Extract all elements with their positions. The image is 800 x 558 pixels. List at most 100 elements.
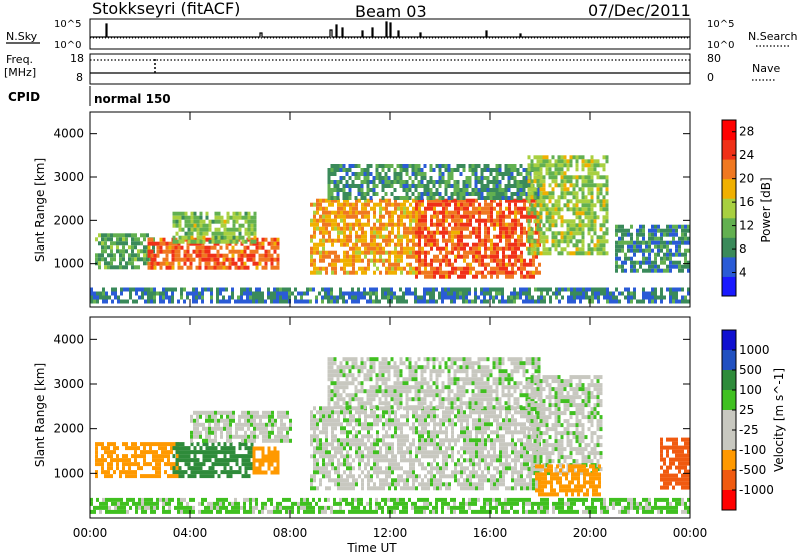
range-cell <box>657 237 660 241</box>
range-cell <box>113 442 116 446</box>
range-cell <box>457 164 460 168</box>
range-cell <box>466 446 469 450</box>
range-cell <box>475 259 478 263</box>
range-cell <box>182 446 185 450</box>
range-cell <box>222 288 225 292</box>
range-cell <box>325 207 328 211</box>
range-cell <box>227 446 230 450</box>
range-cell <box>594 227 597 231</box>
range-cell <box>358 466 361 470</box>
range-cell <box>334 263 337 267</box>
range-cell <box>325 223 328 227</box>
range-cell <box>248 212 251 216</box>
range-cell <box>176 470 179 474</box>
range-cell <box>546 227 549 231</box>
range-cell <box>372 288 375 292</box>
range-cell <box>483 300 486 304</box>
range-cell <box>176 216 179 220</box>
range-cell <box>463 470 466 474</box>
range-cell <box>421 259 424 263</box>
range-cell <box>663 253 666 257</box>
range-cell <box>322 446 325 450</box>
range-cell <box>250 411 253 415</box>
range-cell <box>552 292 555 296</box>
range-cell <box>253 262 256 266</box>
range-cell <box>355 211 358 215</box>
range-cell <box>285 292 288 296</box>
range-cell <box>445 203 448 207</box>
range-cell <box>206 446 209 450</box>
range-cell <box>630 269 633 273</box>
range-cell <box>233 232 236 236</box>
range-cell <box>199 250 202 254</box>
range-cell <box>358 255 361 259</box>
range-cell <box>220 431 223 435</box>
range-cell <box>325 442 328 446</box>
range-cell <box>214 431 217 435</box>
range-cell <box>499 219 502 223</box>
range-cell <box>325 267 328 271</box>
range-cell <box>588 219 591 223</box>
range-cell <box>217 262 220 266</box>
range-cell <box>531 207 534 211</box>
range-cell <box>561 167 564 171</box>
range-cell <box>469 251 472 255</box>
range-cell <box>343 219 346 223</box>
range-cell <box>277 451 280 455</box>
range-cell <box>654 237 657 241</box>
range-cell <box>499 172 502 176</box>
range-cell <box>621 249 624 253</box>
range-cell <box>195 300 198 304</box>
range-cell <box>376 442 379 446</box>
range-cell <box>155 450 158 454</box>
range-cell <box>274 455 277 459</box>
range-cell <box>364 207 367 211</box>
range-cell <box>328 239 331 243</box>
range-cell <box>367 458 370 462</box>
range-cell <box>492 296 495 300</box>
range-cell <box>484 454 487 458</box>
range-cell <box>105 292 108 296</box>
range-cell <box>367 203 370 207</box>
range-cell <box>235 266 238 270</box>
range-cell <box>415 454 418 458</box>
range-cell <box>400 486 403 490</box>
range-cell <box>406 184 409 188</box>
range-cell <box>382 478 385 482</box>
range-cell <box>421 223 424 227</box>
range-cell <box>517 207 520 211</box>
range-cell <box>421 227 424 231</box>
range-cell <box>531 235 534 239</box>
range-cell <box>469 462 472 466</box>
range-cell <box>594 223 597 227</box>
range-cell <box>600 243 603 247</box>
range-cell <box>487 231 490 235</box>
range-cell <box>227 450 230 454</box>
range-cell <box>570 199 573 203</box>
range-cell <box>349 168 352 172</box>
range-cell <box>279 288 282 292</box>
range-cell <box>131 249 134 253</box>
range-cell <box>493 442 496 446</box>
range-cell <box>391 267 394 271</box>
range-cell <box>528 175 531 179</box>
range-cell <box>149 446 152 450</box>
range-cell <box>585 179 588 183</box>
range-cell <box>251 232 254 236</box>
range-cell <box>232 262 235 266</box>
range-cell <box>418 255 421 259</box>
range-cell <box>208 258 211 262</box>
range-cell <box>534 243 537 247</box>
range-cell <box>591 187 594 191</box>
range-cell <box>187 246 190 250</box>
range-cell <box>355 243 358 247</box>
range-cell <box>528 227 531 231</box>
range-cell <box>223 254 226 258</box>
range-cell <box>325 466 328 470</box>
range-cell <box>373 422 376 426</box>
range-cell <box>615 265 618 269</box>
range-cell <box>322 251 325 255</box>
range-cell <box>493 235 496 239</box>
range-cell <box>343 203 346 207</box>
range-cell <box>370 231 373 235</box>
